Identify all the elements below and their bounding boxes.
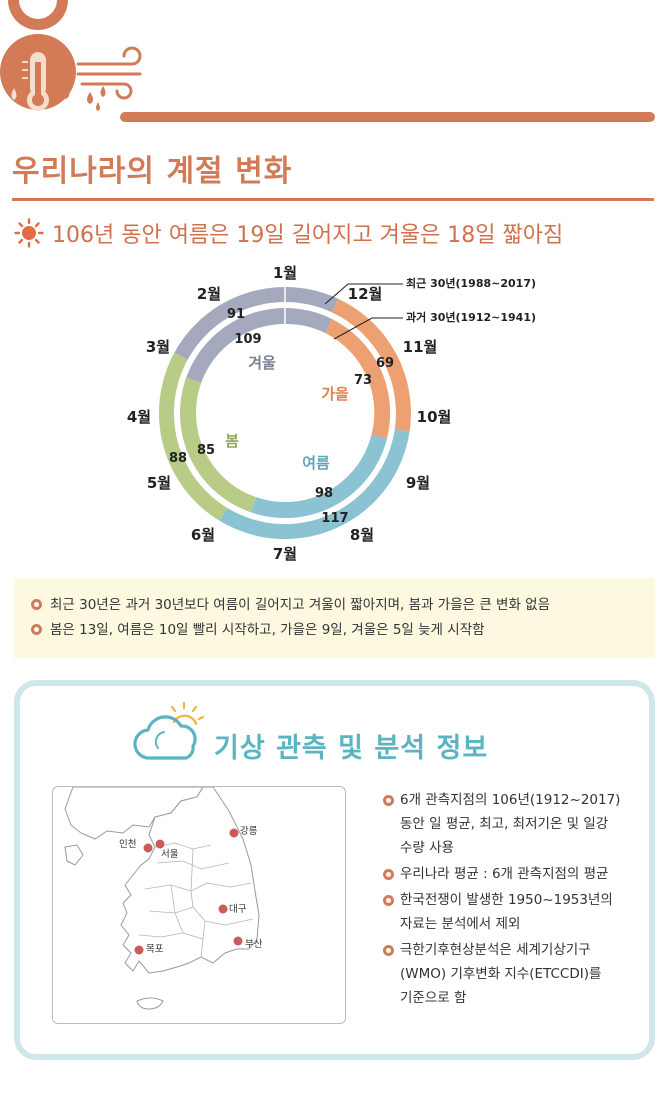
bullet-icon	[383, 945, 394, 956]
month-label-5: 5월	[147, 474, 171, 492]
note-line: 동안 일 평균, 최고, 최저기온 및 일강	[400, 816, 609, 832]
header-bar	[120, 112, 655, 122]
korea-map: 인천 서울 강릉 대구 부산 목포	[64, 787, 263, 1010]
jeju-island-shape	[136, 997, 164, 1010]
summary-item: 최근 30년은 과거 30년보다 여름이 길어지고 겨울이 짧아지며, 봄과 가…	[31, 594, 655, 619]
subtitle: 106년 동안 여름은 19일 길어지고 겨울은 18일 짧아짐	[52, 223, 564, 248]
station-label-gangneung: 강릉	[240, 826, 258, 837]
inner-ring-spring	[179, 377, 257, 513]
note-line: 6개 관측지점의 106년(1912~2017)	[400, 792, 621, 808]
month-label-10: 10월	[417, 408, 452, 426]
inner-ring-summer	[250, 434, 388, 519]
info-panel: 기상 관측 및 분석 정보	[14, 680, 655, 1060]
summary-item: 봄은 13일, 여름은 10일 빨리 시작하고, 가을은 9일, 겨울은 5일 …	[31, 619, 655, 644]
legend-inner-label: 과거 30년(1912~1941)	[406, 310, 536, 324]
station-dot-incheon	[143, 843, 153, 853]
station-dot-busan	[233, 936, 243, 946]
outer-ring-summer	[219, 429, 410, 540]
value-inner-spring: 85	[197, 443, 215, 458]
note-line: (WMO) 기후변화 지수(ETCCDI)를	[400, 966, 602, 982]
page-title: 우리나라의 계절 변화	[12, 154, 293, 189]
station-label-seoul: 서울	[161, 849, 179, 860]
legend-leader-inner	[333, 317, 403, 340]
inner-ring-winter	[285, 307, 333, 334]
station-dot-gangneung	[229, 828, 239, 838]
bullet-icon	[383, 869, 394, 880]
legend-outer-label: 최근 30년(1988~2017)	[406, 276, 536, 290]
note-item: 한국전쟁이 발생한 1950~1953년의 자료는 분석에서 제외	[383, 888, 650, 936]
month-label-12: 12월	[348, 285, 383, 303]
month-label-8: 8월	[350, 526, 374, 544]
month-label-9: 9월	[406, 474, 430, 492]
station-label-incheon: 인천	[119, 839, 136, 850]
month-label-11: 11월	[403, 338, 438, 356]
west-coast-shape	[64, 844, 84, 866]
value-inner-autumn: 73	[354, 373, 372, 388]
value-outer-summer: 117	[321, 511, 348, 526]
month-label-6: 6월	[191, 526, 215, 544]
outer-ring-winter-2	[174, 287, 285, 360]
station-label-mokpo: 목포	[146, 944, 164, 955]
season-label-summer: 여름	[302, 454, 330, 472]
legend-leader-outer	[324, 283, 403, 305]
value-outer-spring: 88	[169, 451, 187, 466]
note-line: 자료는 분석에서 제외	[400, 916, 521, 932]
station-map: 인천 서울 강릉 대구 부산 목포	[52, 786, 346, 1024]
value-inner-summer: 98	[315, 486, 333, 501]
station-label-busan: 부산	[245, 939, 263, 950]
outer-ring-winter	[285, 287, 339, 313]
season-label-spring: 봄	[225, 432, 239, 450]
station-dot-mokpo	[134, 945, 144, 955]
title-rule	[12, 198, 654, 201]
outer-ring-autumn	[331, 298, 411, 432]
cloud-sun-icon	[133, 701, 205, 760]
sun-icon	[14, 218, 44, 248]
summary-text: 봄은 13일, 여름은 10일 빨리 시작하고, 가을은 9일, 겨울은 5일 …	[50, 622, 485, 638]
climate-thermometer-icon	[0, 0, 142, 111]
note-list: 6개 관측지점의 106년(1912~2017) 동안 일 평균, 최고, 최저…	[383, 788, 650, 1012]
station-dot-seoul	[155, 839, 165, 849]
note-item: 6개 관측지점의 106년(1912~2017) 동안 일 평균, 최고, 최저…	[383, 788, 650, 860]
inner-ring-winter-2	[186, 308, 285, 383]
outer-ring-spring	[158, 352, 228, 521]
month-label-4: 4월	[127, 408, 151, 426]
note-line: 우리나라 평균 : 6개 관측지점의 평균	[400, 866, 609, 882]
season-label-winter: 겨울	[248, 354, 276, 372]
season-ring-chart: 1월 2월 3월 4월 5월 6월 7월 8월 9월 10월 11월 12월 최…	[127, 264, 536, 563]
inner-ring-autumn	[325, 319, 391, 439]
note-line: 기준으로 함	[400, 990, 467, 1006]
south-korea-shape	[120, 787, 260, 974]
value-outer-autumn: 69	[376, 356, 394, 371]
month-label-7: 7월	[273, 545, 297, 563]
bullet-icon	[383, 895, 394, 906]
subtitle-row: 106년 동안 여름은 19일 길어지고 겨울은 18일 짧아짐	[14, 216, 563, 250]
bullet-icon	[383, 795, 394, 806]
value-inner-winter: 109	[234, 332, 261, 347]
bullet-icon	[31, 599, 42, 610]
summary-text: 최근 30년은 과거 30년보다 여름이 길어지고 겨울이 짧아지며, 봄과 가…	[50, 597, 551, 613]
bullet-icon	[31, 624, 42, 635]
season-label-autumn: 가을	[321, 385, 349, 403]
summary-box: 최근 30년은 과거 30년보다 여름이 길어지고 겨울이 짧아지며, 봄과 가…	[14, 578, 655, 658]
station-label-daegu: 대구	[229, 904, 247, 915]
value-outer-winter: 91	[227, 307, 245, 322]
note-item: 우리나라 평균 : 6개 관측지점의 평균	[383, 862, 650, 886]
note-line: 수량 사용	[400, 840, 454, 856]
month-label-3: 3월	[146, 338, 170, 356]
month-label-1: 1월	[273, 264, 297, 282]
note-line: 극한기후현상분석은 세계기상기구	[400, 942, 591, 958]
month-label-2: 2월	[197, 285, 221, 303]
info-title: 기상 관측 및 분석 정보	[214, 733, 489, 764]
note-item: 극한기후현상분석은 세계기상기구 (WMO) 기후변화 지수(ETCCDI)를 …	[383, 938, 650, 1010]
note-line: 한국전쟁이 발생한 1950~1953년의	[400, 892, 613, 908]
station-dot-daegu	[218, 904, 228, 914]
